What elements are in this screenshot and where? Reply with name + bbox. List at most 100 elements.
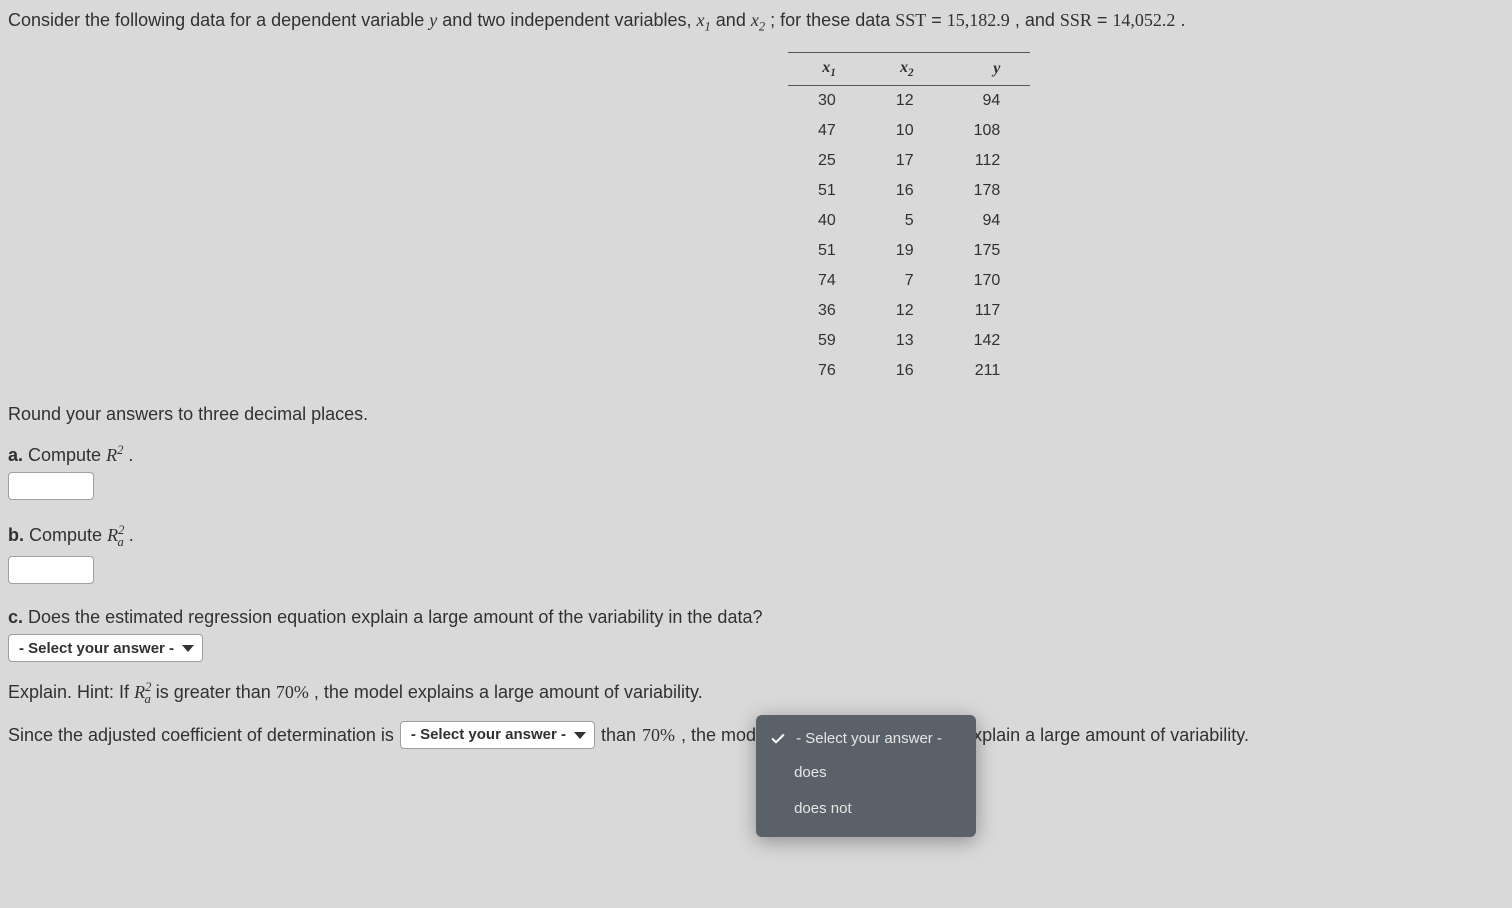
sst-value: 15,182.9: [947, 10, 1010, 30]
table-row: 40594: [788, 206, 1030, 236]
col-x2-sub: 2: [908, 67, 914, 79]
cell-x2: 16: [866, 356, 944, 386]
cell-y: 94: [944, 206, 1031, 236]
part-c-label: c.: [8, 607, 23, 627]
part-c-text: Does the estimated regression equation e…: [28, 607, 762, 627]
table-row: 5913142: [788, 326, 1030, 356]
cell-x1: 47: [788, 116, 866, 146]
part-a-tail: .: [128, 445, 133, 465]
var-y: y: [429, 10, 437, 30]
intro-mid1: and two independent variables,: [442, 10, 696, 30]
table-row: 7616211: [788, 356, 1030, 386]
intro-mid2: and: [716, 10, 751, 30]
cell-y: 175: [944, 236, 1031, 266]
table-row: 4710108: [788, 116, 1030, 146]
cell-x1: 51: [788, 176, 866, 206]
final-p3: , the mod: [681, 721, 756, 750]
col-x2: x: [900, 59, 908, 76]
explain-lead: Explain. Hint: If: [8, 682, 134, 702]
explain-hint: Explain. Hint: If R2a is greater than 70…: [8, 680, 1504, 707]
cell-y: 211: [944, 356, 1031, 386]
conclusion-line: Since the adjusted coefficient of determ…: [8, 721, 1504, 750]
cell-x1: 30: [788, 86, 866, 117]
cell-x2: 13: [866, 326, 944, 356]
cell-y: 112: [944, 146, 1031, 176]
cell-y: 142: [944, 326, 1031, 356]
cell-y: 117: [944, 296, 1031, 326]
var-x1-sub: 1: [704, 20, 710, 34]
eq2: =: [1097, 10, 1113, 30]
cell-x2: 16: [866, 176, 944, 206]
part-b-sub: a: [117, 535, 123, 549]
dropdown-option-does-not[interactable]: does not: [768, 791, 964, 827]
cell-x1: 59: [788, 326, 866, 356]
part-b-label: b.: [8, 525, 24, 545]
ssr-value: 14,052.2: [1112, 10, 1175, 30]
cell-x1: 74: [788, 266, 866, 296]
check-icon: [770, 731, 786, 747]
dropdown-option-does[interactable]: does: [768, 755, 964, 791]
answer-input-b[interactable]: [8, 556, 94, 584]
problem-statement: Consider the following data for a depend…: [8, 8, 1504, 36]
col-y: y: [993, 60, 1000, 77]
chevron-down-icon: [574, 732, 586, 739]
part-a-sym: R: [106, 445, 117, 465]
cell-x2: 10: [866, 116, 944, 146]
table-row: 301294: [788, 86, 1030, 117]
cell-x1: 40: [788, 206, 866, 236]
final-pct: 70%: [642, 721, 675, 750]
part-a-text: Compute: [28, 445, 106, 465]
col-x1: x: [822, 59, 830, 76]
part-b-text: Compute: [29, 525, 107, 545]
explain-sub: a: [144, 692, 150, 706]
table-row: 3612117: [788, 296, 1030, 326]
explain-mid: is greater than: [156, 682, 276, 702]
table-row: 2517112: [788, 146, 1030, 176]
ssr-label: SSR: [1060, 10, 1092, 30]
chevron-down-icon: [182, 645, 194, 652]
comma-and: , and: [1015, 10, 1060, 30]
part-b-tail: .: [129, 525, 134, 545]
select-placeholder: - Select your answer -: [411, 723, 566, 747]
table-row: 5119175: [788, 236, 1030, 266]
part-a: a. Compute R2 .: [8, 443, 1504, 505]
dropdown-header-option[interactable]: - Select your answer -: [768, 723, 964, 755]
cell-x2: 7: [866, 266, 944, 296]
cell-x1: 51: [788, 236, 866, 266]
dropdown-option-label: does: [794, 761, 827, 785]
select-comparison[interactable]: - Select your answer -: [400, 721, 595, 749]
eq1: =: [931, 10, 947, 30]
select-part-c[interactable]: - Select your answer -: [8, 634, 203, 662]
cell-x1: 76: [788, 356, 866, 386]
cell-x2: 12: [866, 296, 944, 326]
cell-y: 94: [944, 86, 1031, 117]
cell-x1: 25: [788, 146, 866, 176]
dropdown-header-label: - Select your answer -: [796, 727, 942, 751]
cell-y: 178: [944, 176, 1031, 206]
data-table: x1 x2 y 301294 4710108 2517112 5116178 4…: [788, 52, 1030, 386]
rounding-note: Round your answers to three decimal plac…: [8, 404, 1504, 425]
final-p4: explain a large amount of variability.: [963, 721, 1249, 750]
part-b: b. Compute R2a .: [8, 523, 1504, 589]
cell-x1: 36: [788, 296, 866, 326]
dropdown-option-label: does not: [794, 797, 852, 821]
select-does-wrap: - Select your answer - - Select your ans…: [762, 721, 957, 750]
part-a-sup: 2: [117, 443, 123, 457]
table-header-row: x1 x2 y: [788, 53, 1030, 86]
sst-label: SST: [895, 10, 926, 30]
intro-period: .: [1180, 10, 1185, 30]
cell-y: 108: [944, 116, 1031, 146]
final-p1: Since the adjusted coefficient of determ…: [8, 721, 394, 750]
dropdown-panel: - Select your answer - does does not: [756, 715, 976, 837]
part-a-label: a.: [8, 445, 23, 465]
final-p2: than: [601, 721, 636, 750]
col-x1-sub: 1: [830, 67, 836, 79]
var-x2-sub: 2: [759, 20, 765, 34]
cell-x2: 17: [866, 146, 944, 176]
cell-y: 170: [944, 266, 1031, 296]
table-row: 5116178: [788, 176, 1030, 206]
intro-mid3: ; for these data: [770, 10, 895, 30]
table-row: 747170: [788, 266, 1030, 296]
answer-input-a[interactable]: [8, 472, 94, 500]
select-placeholder: - Select your answer -: [19, 640, 174, 657]
